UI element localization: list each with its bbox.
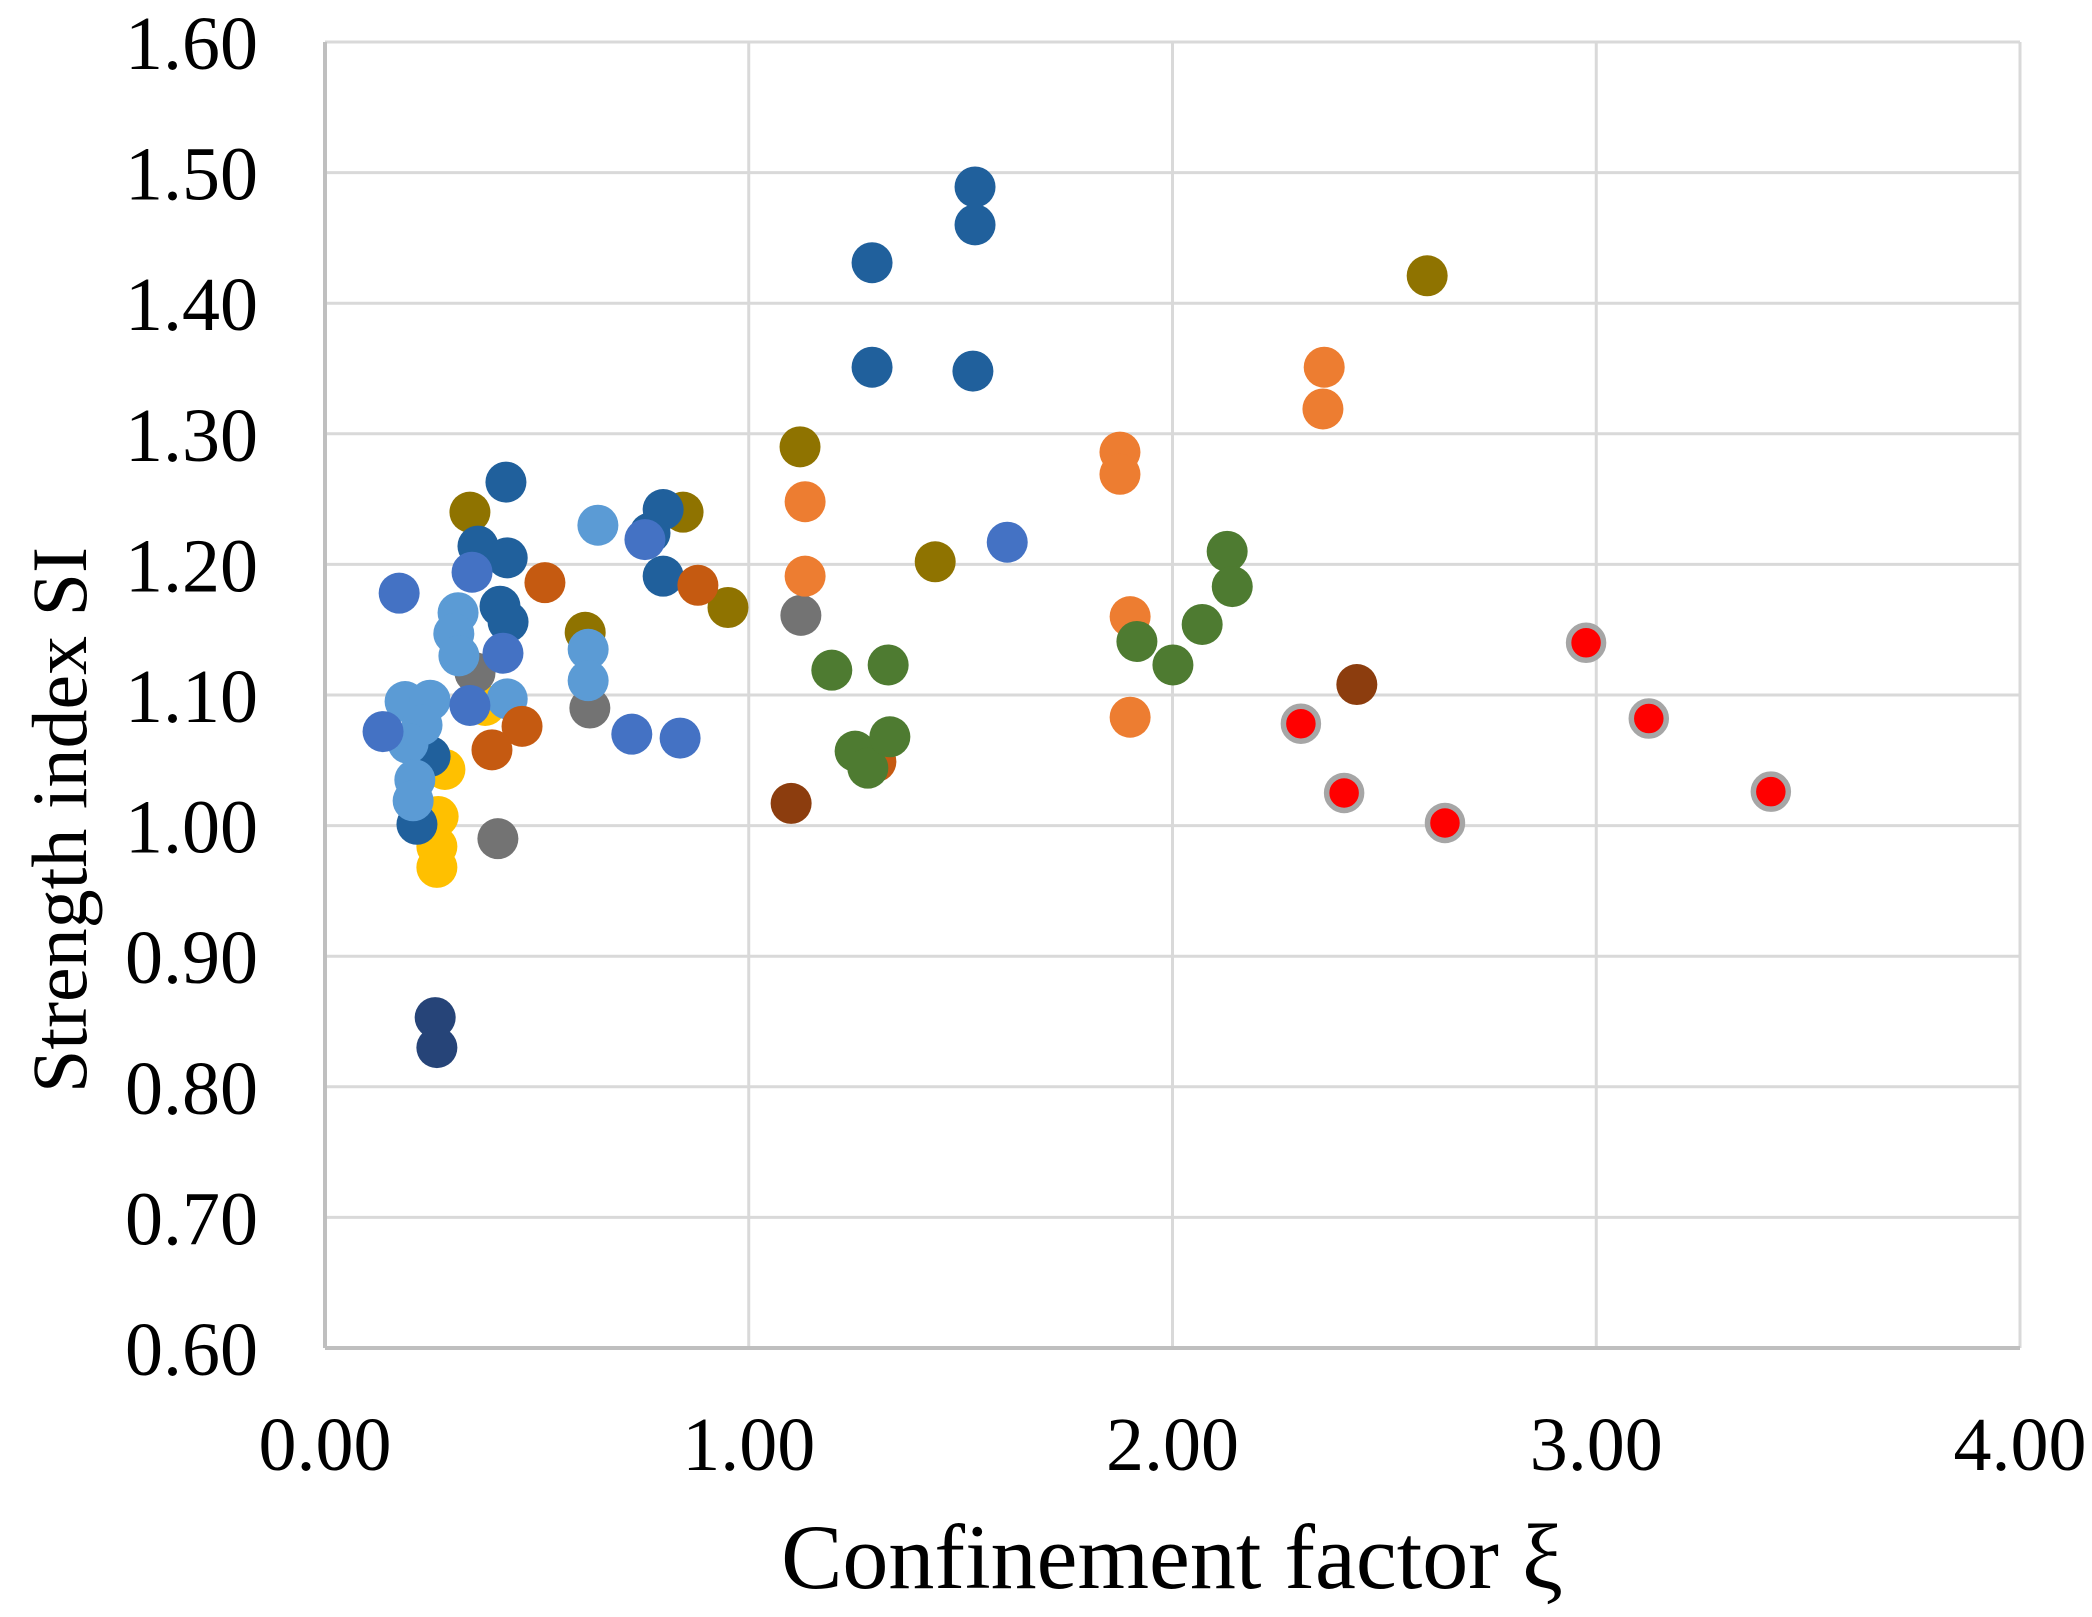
data-point-rust: [501, 705, 543, 747]
data-point-olive: [707, 586, 749, 628]
data-point-red-outlined: [1424, 802, 1466, 844]
data-point-olive: [779, 426, 821, 468]
data-point-gray: [477, 818, 519, 860]
data-points: [362, 166, 1792, 1069]
data-point-royal-blue: [482, 632, 524, 674]
data-point-rust: [524, 562, 566, 604]
data-point-steel-blue: [954, 166, 996, 208]
data-point-olive: [1406, 255, 1448, 297]
data-point-royal-blue: [449, 684, 491, 726]
y-axis-tick-label: 0.60: [125, 1308, 258, 1392]
y-axis-tick-label: 1.00: [125, 786, 258, 870]
data-point-royal-blue: [362, 711, 404, 753]
data-point-royal-blue: [659, 717, 701, 759]
data-point-red-outlined: [1750, 771, 1792, 812]
y-axis-tick-label: 1.40: [125, 263, 258, 347]
data-point-navy: [414, 997, 456, 1039]
y-axis-tick-label: 0.90: [125, 916, 258, 1000]
y-axis-tick-label: 0.70: [125, 1177, 258, 1261]
data-point-orange: [784, 555, 826, 597]
data-point-green: [1152, 644, 1194, 686]
data-point-royal-blue: [611, 713, 653, 755]
data-point-olive: [449, 491, 491, 533]
data-point-green: [1181, 603, 1223, 645]
data-point-green: [1116, 620, 1158, 662]
data-point-orange: [1099, 453, 1141, 495]
data-point-light-blue: [392, 780, 434, 822]
data-point-brown: [770, 782, 812, 824]
data-point-olive: [914, 541, 956, 583]
data-point-red-outlined: [1628, 698, 1670, 739]
x-axis-tick-label: 2.00: [1106, 1403, 1239, 1487]
data-point-steel-blue: [486, 537, 528, 579]
data-point-navy: [416, 1027, 458, 1069]
tick-labels: 0.60 0.70 0.80 0.90 1.00 1.10 1.20 1.30 1.40 1.50…: [125, 2, 2087, 1487]
x-axis-tick-label: 1.00: [682, 1403, 815, 1487]
data-point-brown: [1336, 664, 1378, 706]
x-axis-tick-label: 4.00: [1954, 1403, 2087, 1487]
axis-lines: [323, 42, 2020, 1350]
y-axis-tick-label: 1.20: [125, 524, 258, 608]
data-point-light-blue: [567, 660, 609, 702]
data-point-steel-blue: [952, 350, 994, 392]
data-point-steel-blue: [851, 242, 893, 284]
data-point-yellow: [416, 846, 458, 888]
y-axis-title: Strength index SI: [16, 547, 103, 1093]
data-point-light-blue: [567, 628, 609, 670]
data-point-orange: [784, 481, 826, 523]
data-point-steel-blue: [851, 346, 893, 388]
y-axis-tick-label: 0.80: [125, 1047, 258, 1131]
y-axis-tick-label: 1.50: [125, 133, 258, 217]
data-point-orange: [1303, 346, 1345, 388]
data-point-green: [1206, 530, 1248, 572]
data-point-green: [869, 716, 911, 758]
data-point-green: [847, 747, 889, 789]
data-point-royal-blue: [378, 572, 420, 614]
data-point-gray: [780, 594, 822, 636]
data-point-steel-blue: [485, 461, 527, 503]
x-axis-tick-label: 0.00: [259, 1403, 392, 1487]
data-point-red-outlined: [1323, 772, 1365, 814]
y-axis-tick-label: 1.10: [125, 655, 258, 739]
data-point-royal-blue: [451, 551, 493, 593]
data-point-rust: [677, 564, 719, 606]
data-point-steel-blue: [954, 204, 996, 246]
data-point-green: [1211, 566, 1253, 608]
data-point-orange: [1302, 388, 1344, 430]
data-point-light-blue: [438, 635, 480, 677]
data-point-green: [867, 644, 909, 686]
data-point-steel-blue: [487, 601, 529, 643]
x-axis-tick-label: 3.00: [1530, 1403, 1663, 1487]
data-point-light-blue: [577, 504, 619, 546]
data-point-red-outlined: [1280, 703, 1322, 744]
data-point-steel-blue: [642, 555, 684, 597]
data-point-royal-blue: [986, 521, 1028, 563]
data-point-green: [811, 649, 853, 691]
data-point-orange: [1109, 696, 1151, 738]
y-axis-tick-label: 1.60: [125, 2, 258, 86]
x-axis-title: Confinement factor ξ: [781, 1506, 1563, 1608]
data-point-red-outlined: [1565, 622, 1607, 664]
y-axis-tick-label: 1.30: [125, 394, 258, 478]
data-point-royal-blue: [624, 519, 666, 561]
data-point-rust: [471, 729, 513, 771]
